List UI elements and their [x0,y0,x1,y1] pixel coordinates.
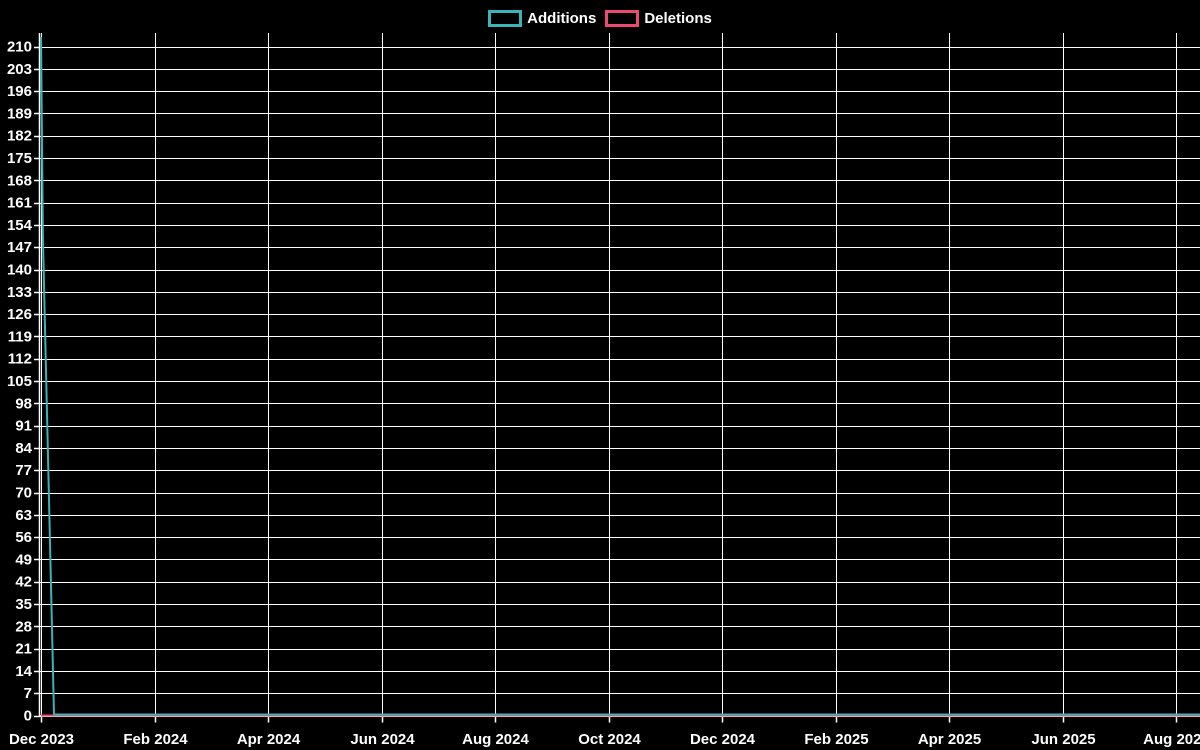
y-tick-label: 84 [15,440,32,457]
y-tick-label: 42 [15,574,32,591]
y-tick-label: 189 [7,105,32,122]
y-tick-label: 35 [15,596,32,613]
y-tick-label: 7 [24,685,32,702]
y-tick-label: 14 [15,663,32,680]
y-tick-label: 49 [15,551,32,568]
x-tick-label: Feb 2024 [123,731,188,748]
y-tick-label: 105 [7,373,32,390]
y-tick-label: 175 [7,150,32,167]
x-tick-label: Dec 2023 [9,731,74,748]
x-tick-label: Apr 2024 [237,731,301,748]
deletions-swatch-icon [605,9,640,27]
x-tick-label: Dec 2024 [690,731,756,748]
y-tick-label: 56 [15,529,32,546]
y-tick-label: 203 [7,61,32,78]
axes [38,33,1200,717]
y-tick-label: 126 [7,306,32,323]
y-tick-label: 98 [15,395,32,412]
y-tick-label: 63 [15,507,32,524]
y-tick-label: 168 [7,172,32,189]
x-tick-label: Feb 2025 [804,731,868,748]
y-tick-label: 210 [7,39,32,56]
series-lines [40,36,1200,717]
y-tick-label: 21 [15,641,32,658]
y-tick-label: 0 [24,708,32,725]
x-tick-label: Aug 2024 [462,731,529,748]
x-tick-label: Oct 2024 [578,731,641,748]
x-tick-label: Apr 2025 [918,731,981,748]
legend-item-additions: Additions [488,9,597,27]
y-tick-label: 154 [7,217,33,234]
y-tick-label: 133 [7,284,32,301]
chart-legend: Additions Deletions [0,8,1200,28]
y-tick-label: 70 [15,485,32,502]
y-tick-label: 112 [8,351,32,368]
legend-item-deletions: Deletions [605,9,712,27]
tick-marks [34,46,1178,723]
y-tick-label: 196 [7,83,32,100]
x-tick-label: Aug 2025 [1143,731,1200,748]
y-tick-label: 28 [15,618,32,635]
x-tick-label: Jun 2024 [350,731,415,748]
y-tick-label: 91 [15,418,32,435]
y-tick-label: 119 [8,328,32,345]
x-tick-label: Jun 2025 [1031,731,1095,748]
gridlines [40,33,1200,716]
y-tick-label: 161 [7,195,32,212]
y-tick-label: 182 [7,128,32,145]
additions-swatch-icon [488,9,523,27]
additions-legend-label: Additions [527,9,597,27]
y-tick-label: 140 [7,262,32,279]
deletions-legend-label: Deletions [644,9,712,27]
axis-labels: 0 7 14 21 28 35 42 49 56 63 70 77 84 91 98 105 112 119 126… [7,39,1200,748]
y-tick-label: 147 [7,239,32,256]
additions-line [40,36,1200,716]
y-tick-label: 77 [15,462,32,479]
